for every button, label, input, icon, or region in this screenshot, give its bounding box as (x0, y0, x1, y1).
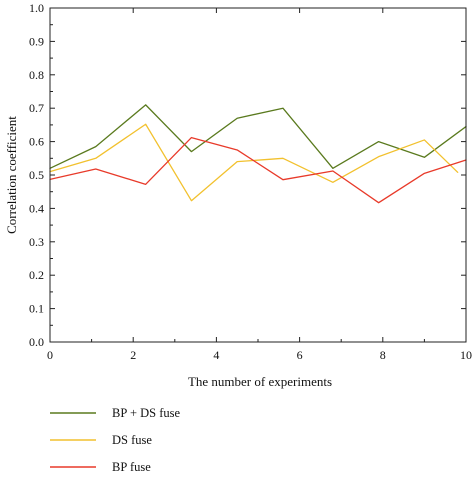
series-layer (49, 104, 467, 204)
y-tick-label: 1.0 (29, 1, 44, 15)
legend-label-3: BP fuse (112, 460, 151, 474)
y-tick-label: 0.0 (29, 335, 44, 349)
y-tick-label: 0.3 (29, 235, 44, 249)
y-tick-label: 0.6 (29, 135, 44, 149)
series-line-2 (49, 123, 459, 202)
y-tick-label: 0.5 (29, 168, 44, 182)
x-tick-label: 10 (460, 348, 472, 362)
x-tick-label: 0 (47, 348, 53, 362)
legend: BP + DS fuse DS fuse BP fuse (50, 406, 181, 474)
y-axis-title: Correlation coefficient (4, 116, 19, 234)
legend-label-1: BP + DS fuse (112, 406, 181, 420)
plot-frame (49, 7, 467, 343)
y-tick-label: 0.1 (29, 302, 44, 316)
y-tick-label: 0.7 (29, 101, 44, 115)
y-tick-label: 0.4 (29, 201, 44, 215)
ticks-layer: 0.0 0.1 0.2 0.3 0.4 0.5 0.6 0.7 0.8 0.9 1.0 0 2 4 6 8 10 (29, 1, 472, 362)
series-line-3 (49, 136, 467, 204)
series-line-1 (49, 104, 467, 169)
x-tick-label: 4 (213, 348, 219, 362)
axes-layer (49, 7, 467, 343)
y-tick-label: 0.2 (29, 268, 44, 282)
x-tick-label: 6 (297, 348, 303, 362)
y-tick-label: 0.9 (29, 34, 44, 48)
x-tick-label: 8 (380, 348, 386, 362)
x-tick-label: 2 (130, 348, 136, 362)
y-tick-label: 0.8 (29, 68, 44, 82)
x-axis-title: The number of experiments (188, 374, 332, 389)
legend-label-2: DS fuse (112, 433, 152, 447)
